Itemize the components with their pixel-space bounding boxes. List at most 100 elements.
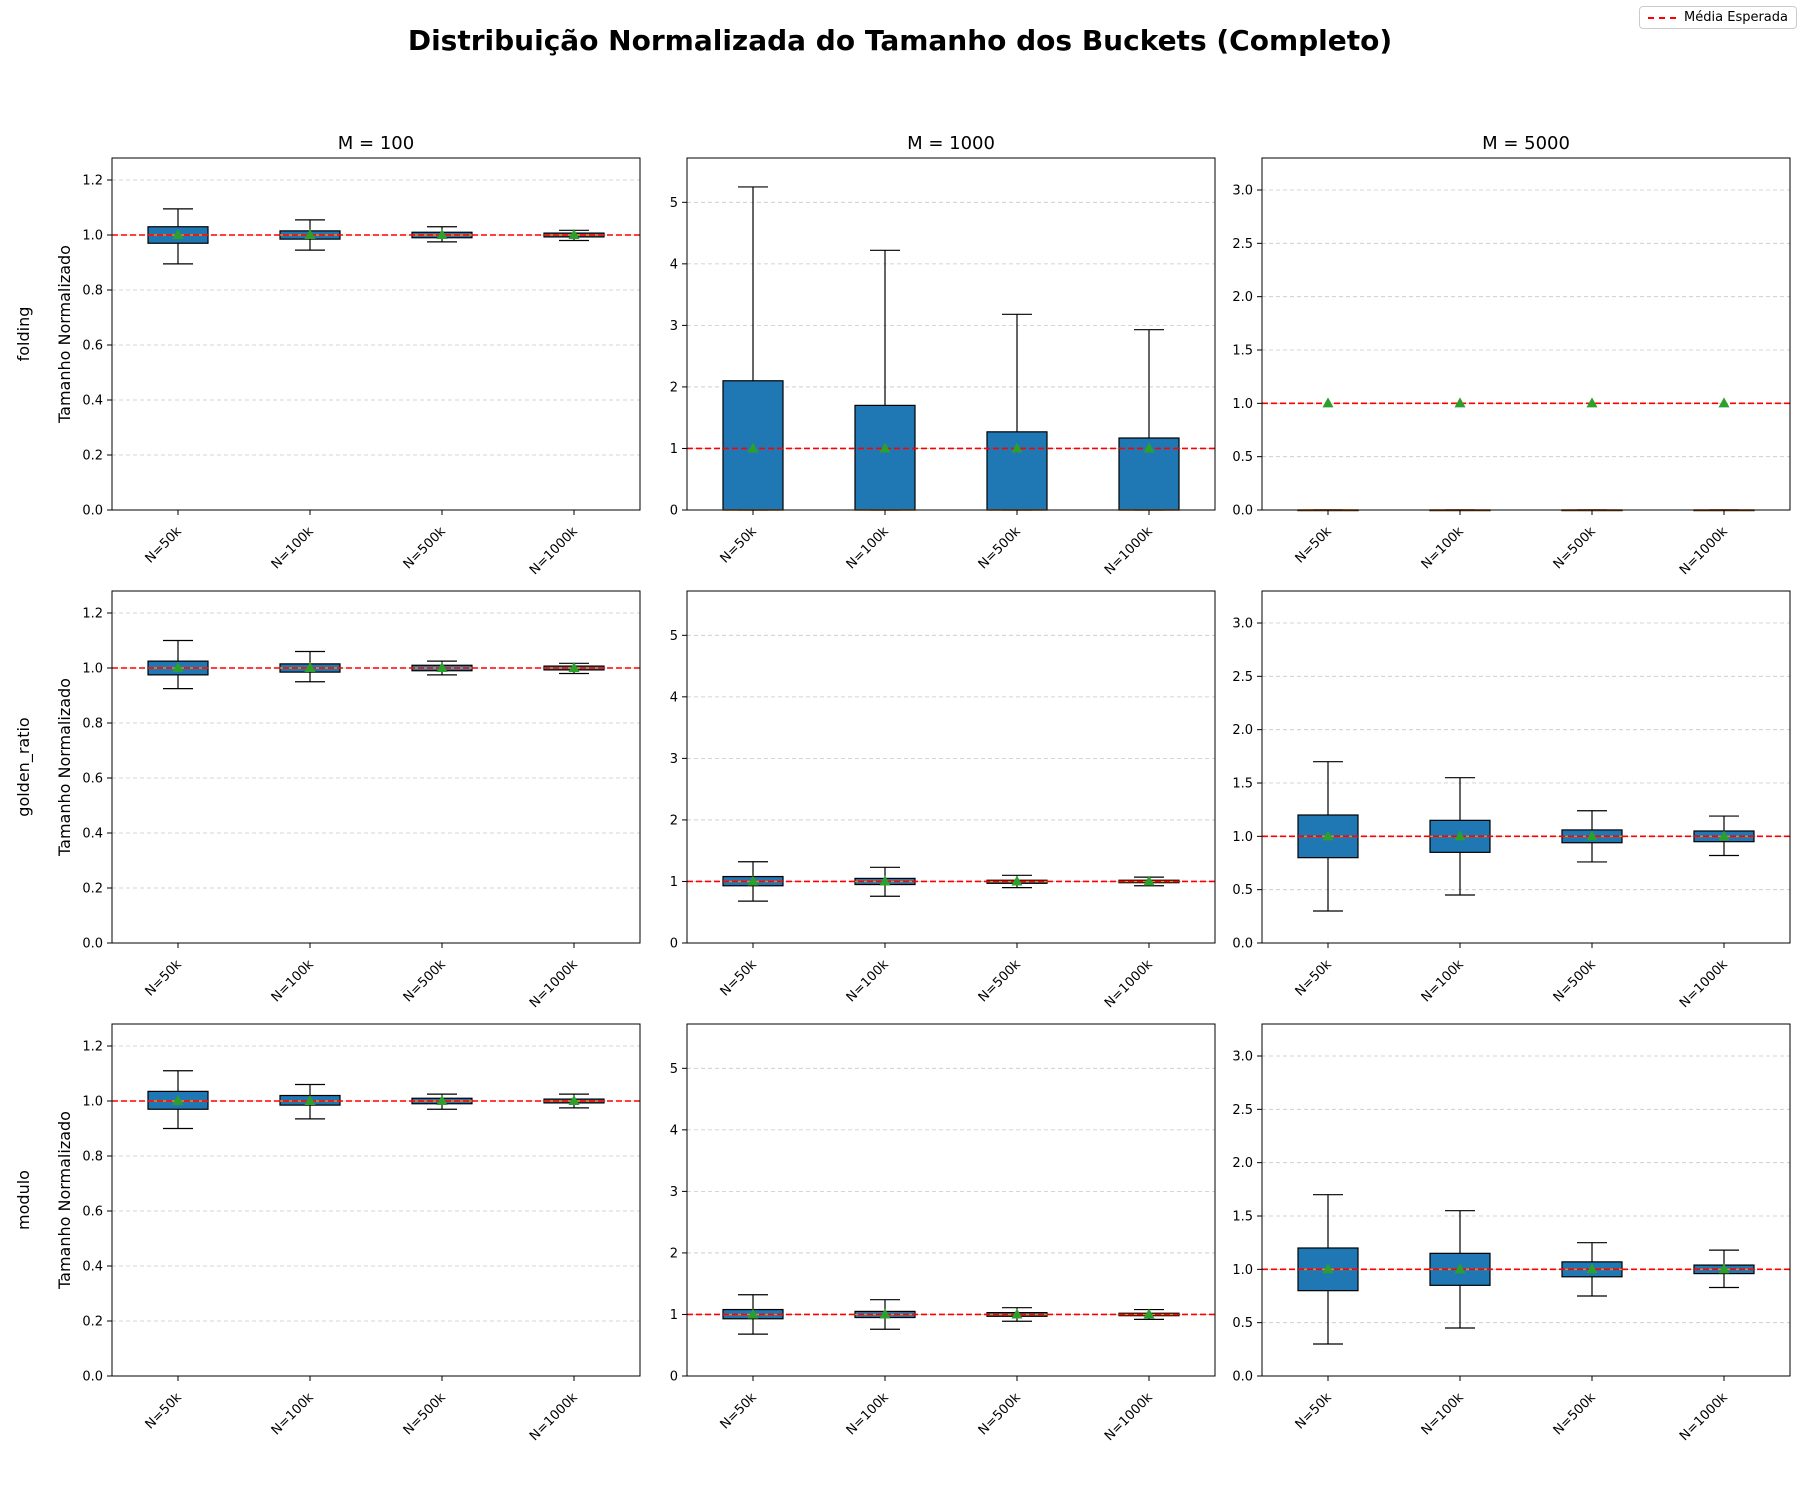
y-tick-label: 5	[670, 1062, 678, 1077]
y-tick-label: 1.2	[82, 174, 103, 189]
x-tick-label: N=50k	[143, 1390, 186, 1433]
y-tick-label: 0.4	[82, 394, 103, 409]
x-tick-label: N=500k	[1551, 524, 1599, 572]
y-tick-label: 3.0	[1232, 617, 1253, 632]
y-tick-label: 0.5	[1232, 450, 1253, 465]
y-tick-label: 0.2	[82, 449, 103, 464]
mean-marker	[747, 875, 759, 886]
mean-marker	[304, 662, 316, 672]
x-tick-label: N=500k	[401, 1390, 449, 1438]
x-tick-label: N=100k	[1419, 1390, 1467, 1438]
y-tick-label: 1.5	[1232, 1210, 1253, 1225]
legend-label: Média Esperada	[1684, 10, 1788, 25]
y-tick-label: 1.0	[1232, 397, 1253, 412]
mean-marker	[1718, 1263, 1730, 1274]
y-tick-label: 1.0	[82, 229, 103, 244]
y-axis-label: Tamanho Normalizado	[55, 678, 74, 857]
x-tick-label: N=50k	[718, 524, 761, 567]
mean-marker	[879, 442, 891, 453]
x-tick-label: N=500k	[1551, 1390, 1599, 1438]
mean-marker	[1586, 397, 1598, 408]
axes-frame	[111, 590, 641, 944]
mean-marker	[1454, 830, 1466, 841]
mean-marker	[436, 662, 448, 672]
axes-frame	[111, 157, 641, 511]
axes-frame	[686, 157, 1216, 511]
mean-marker	[1718, 397, 1730, 408]
mean-marker	[1143, 875, 1155, 886]
mean-marker	[879, 875, 891, 886]
mean-marker	[1718, 830, 1730, 841]
y-tick-label: 1.5	[1232, 777, 1253, 792]
mean-marker	[304, 1095, 316, 1105]
x-tick-label: N=1000k	[1102, 957, 1156, 1011]
y-tick-label: 2.5	[1232, 237, 1253, 252]
y-tick-label: 2.0	[1232, 1156, 1253, 1171]
axes-frame	[1261, 590, 1791, 944]
mean-marker	[1454, 1263, 1466, 1274]
y-tick-label: 0.4	[82, 827, 103, 842]
y-tick-label: 2	[670, 380, 678, 395]
y-tick-label: 2.5	[1232, 1103, 1253, 1118]
x-tick-label: N=50k	[718, 957, 761, 1000]
x-tick-label: N=50k	[1293, 1390, 1336, 1433]
mean-marker	[172, 1095, 184, 1105]
x-tick-label: N=100k	[269, 957, 317, 1005]
axes-frame	[686, 1023, 1216, 1377]
mean-marker	[172, 229, 184, 239]
y-tick-label: 2.0	[1232, 290, 1253, 305]
legend-dashed-line-icon	[1648, 16, 1677, 19]
x-tick-label: N=500k	[401, 524, 449, 572]
y-tick-label: 1.0	[82, 1095, 103, 1110]
legend: Média Esperada	[1639, 6, 1797, 29]
y-tick-label: 0.0	[82, 1370, 103, 1385]
y-axis-label: Tamanho Normalizado	[55, 1111, 74, 1290]
mean-marker	[436, 1095, 448, 1105]
y-tick-label: 1	[670, 875, 678, 890]
y-tick-label: 0.0	[82, 504, 103, 519]
mean-marker	[568, 229, 580, 239]
x-tick-label: N=1000k	[1677, 524, 1731, 578]
mean-marker	[1586, 1263, 1598, 1274]
y-tick-label: 0	[670, 504, 678, 519]
y-tick-label: 0.8	[82, 1150, 103, 1165]
y-tick-label: 0.8	[82, 717, 103, 732]
mean-marker	[1454, 397, 1466, 408]
mean-marker	[436, 229, 448, 239]
box	[854, 404, 916, 511]
mean-marker	[1011, 875, 1023, 886]
column-title: M = 5000	[1482, 133, 1570, 154]
y-tick-label: 1.2	[82, 1040, 103, 1055]
y-tick-label: 2.0	[1232, 723, 1253, 738]
figure-title: Distribuição Normalizada do Tamanho dos …	[407, 24, 1393, 57]
x-tick-label: N=100k	[269, 524, 317, 572]
y-tick-label: 0.4	[82, 1260, 103, 1275]
x-tick-label: N=500k	[976, 1390, 1024, 1438]
axes-frame	[111, 1023, 641, 1377]
y-tick-label: 0.0	[1232, 937, 1253, 952]
x-tick-label: N=100k	[1419, 957, 1467, 1005]
x-tick-label: N=500k	[401, 957, 449, 1005]
axes-frame	[686, 590, 1216, 944]
y-tick-label: 0.5	[1232, 883, 1253, 898]
row-label: folding	[14, 307, 33, 362]
mean-marker	[879, 1308, 891, 1319]
x-tick-label: N=50k	[1293, 957, 1336, 1000]
y-tick-label: 1	[670, 1308, 678, 1323]
column-title: M = 100	[338, 133, 414, 154]
mean-marker	[1322, 397, 1334, 408]
mean-marker	[747, 1308, 759, 1319]
y-tick-label: 0	[670, 937, 678, 952]
mean-marker	[568, 1095, 580, 1105]
y-tick-label: 0.2	[82, 1315, 103, 1330]
mean-marker	[568, 662, 580, 672]
y-tick-label: 0.5	[1232, 1316, 1253, 1331]
x-tick-label: N=1000k	[527, 524, 581, 578]
mean-marker	[1011, 1308, 1023, 1319]
x-tick-label: N=1000k	[1102, 1390, 1156, 1444]
y-tick-label: 4	[670, 1123, 678, 1138]
y-tick-label: 0.0	[82, 937, 103, 952]
row-label: golden_ratio	[14, 717, 34, 816]
x-tick-label: N=500k	[1551, 957, 1599, 1005]
